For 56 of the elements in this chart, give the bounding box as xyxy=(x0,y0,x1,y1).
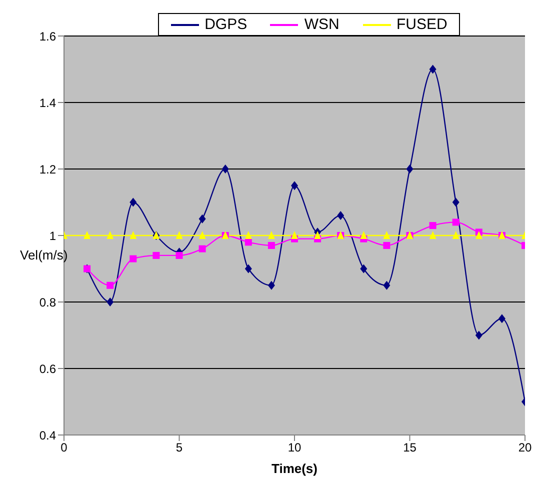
point xyxy=(475,330,482,340)
legend-label: WSN xyxy=(304,16,340,33)
point xyxy=(106,282,114,289)
point xyxy=(429,222,436,230)
point xyxy=(198,214,206,224)
y-tick-label: 0.6 xyxy=(39,362,56,376)
point xyxy=(268,242,275,249)
point xyxy=(222,164,229,174)
point xyxy=(176,252,183,259)
point xyxy=(360,264,368,274)
point xyxy=(383,280,390,290)
x-tick-label: 5 xyxy=(176,440,183,455)
point xyxy=(130,198,137,207)
y-axis-title: Vel(m/s) xyxy=(20,248,68,262)
point xyxy=(291,231,298,239)
y-tick-label: 1.6 xyxy=(39,29,56,44)
point xyxy=(268,280,275,290)
point xyxy=(314,231,322,239)
point xyxy=(429,231,436,239)
point xyxy=(176,231,183,239)
point xyxy=(452,218,460,226)
point xyxy=(106,231,114,239)
x-axis-title: Time(s) xyxy=(272,461,318,476)
y-tick-label: 1.4 xyxy=(39,96,56,110)
point xyxy=(291,181,298,190)
point xyxy=(498,314,506,324)
point xyxy=(198,231,206,239)
point xyxy=(244,231,252,239)
y-tick-label: 0.8 xyxy=(39,295,56,310)
point xyxy=(84,231,91,239)
point xyxy=(429,64,436,74)
point xyxy=(244,264,252,274)
legend-label: FUSED xyxy=(396,16,448,33)
point xyxy=(383,231,390,239)
point xyxy=(452,198,460,207)
point xyxy=(360,231,368,239)
point xyxy=(152,252,160,259)
point xyxy=(268,231,275,239)
point xyxy=(198,245,206,252)
point xyxy=(106,298,114,306)
point xyxy=(383,242,390,249)
point xyxy=(337,211,344,220)
point xyxy=(475,231,482,239)
legend-label: DGPS xyxy=(204,16,248,33)
x-tick-label: 15 xyxy=(403,440,417,455)
point xyxy=(406,164,414,174)
y-tick-label: 0.4 xyxy=(39,428,56,442)
point xyxy=(452,231,460,239)
point xyxy=(244,238,252,246)
x-tick-label: 10 xyxy=(288,440,302,455)
x-tick-label: 0 xyxy=(60,440,68,455)
point xyxy=(130,255,137,262)
x-tick-label: 20 xyxy=(518,440,532,455)
y-tick-label: 1 xyxy=(49,228,56,243)
point xyxy=(130,231,137,239)
y-tick-label: 1.2 xyxy=(39,162,56,176)
